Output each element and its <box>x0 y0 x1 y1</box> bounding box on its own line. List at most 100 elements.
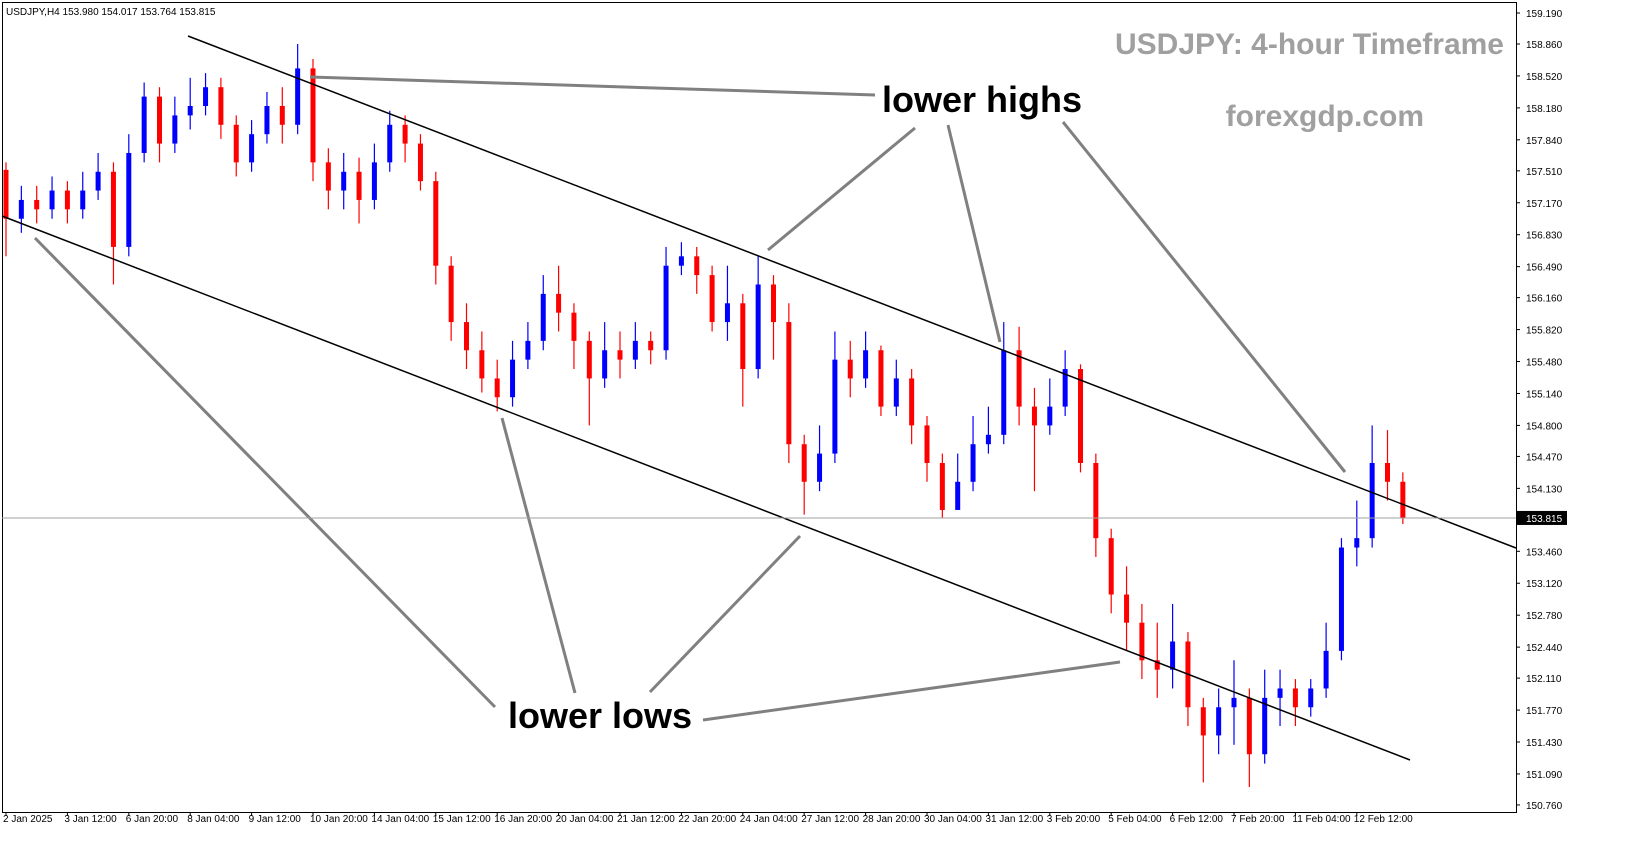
candle-body <box>632 340 638 360</box>
candle-body <box>295 68 301 125</box>
candle-body <box>1154 660 1160 670</box>
candle-body <box>325 162 331 191</box>
candle-body <box>1001 350 1007 435</box>
candle-body <box>1078 369 1083 463</box>
candle-body <box>233 124 239 163</box>
candle-body <box>1369 462 1375 539</box>
candle-body <box>893 378 899 407</box>
candle-body <box>909 378 915 426</box>
candle-body <box>157 96 162 144</box>
candle-body <box>1139 622 1145 661</box>
candle-body <box>985 434 991 445</box>
y-tick-label: 159.190 <box>1526 9 1563 20</box>
candle-body <box>1354 538 1360 548</box>
last-price-label: 153.815 <box>1526 514 1563 525</box>
lower-trend-line <box>1 215 1411 761</box>
candle-body <box>755 284 761 370</box>
chart-title: USDJPY: 4-hour Timeframe <box>1115 28 1504 61</box>
annotation: lower lows <box>508 695 692 736</box>
candle-body <box>80 190 86 210</box>
candle-body <box>356 171 362 200</box>
x-tick-label: 12 Feb 12:00 <box>1354 814 1413 825</box>
x-tick-label: 11 Feb 04:00 <box>1292 814 1351 825</box>
x-tick-label: 2 Jan 2025 <box>3 814 53 825</box>
candle-body <box>1200 707 1206 736</box>
candle-body <box>1323 650 1329 689</box>
candle-body <box>218 87 224 125</box>
y-tick-label: 158.180 <box>1526 104 1563 115</box>
x-tick-label: 7 Feb 20:00 <box>1231 814 1285 825</box>
y-tick-label: 155.820 <box>1526 326 1563 337</box>
x-tick-label: 6 Jan 20:00 <box>126 814 179 825</box>
x-tick-label: 22 Jan 20:00 <box>678 814 736 825</box>
candle-body <box>1062 369 1068 407</box>
candle-body <box>49 190 55 210</box>
candle-body <box>464 322 469 351</box>
candle-body <box>1231 697 1237 708</box>
candle-body <box>1216 707 1222 736</box>
candle-body <box>617 350 623 360</box>
candle-body <box>1170 641 1176 670</box>
candle-body <box>847 359 853 379</box>
x-tick-label: 6 Feb 12:00 <box>1170 814 1224 825</box>
candle-body <box>1093 462 1099 539</box>
candle-body <box>341 171 347 191</box>
candle-body <box>970 444 976 482</box>
candle-body <box>648 340 654 351</box>
candle-body <box>863 350 869 379</box>
candle-body <box>279 105 285 125</box>
candle-body <box>924 425 930 463</box>
x-tick-label: 30 Jan 04:00 <box>924 814 982 825</box>
candle-body <box>663 265 669 351</box>
y-tick-label: 154.470 <box>1526 452 1563 463</box>
pointer <box>946 124 1002 343</box>
candle-body <box>203 87 209 106</box>
y-tick-label: 151.090 <box>1526 770 1563 781</box>
candle-body <box>540 293 546 341</box>
x-tick-label: 8 Jan 04:00 <box>187 814 240 825</box>
candle-body <box>64 190 70 210</box>
candle-body <box>1016 350 1022 407</box>
candle-body <box>34 199 40 210</box>
x-tick-label: 28 Jan 20:00 <box>863 814 921 825</box>
candle-body <box>878 350 884 407</box>
y-tick-label: 156.160 <box>1526 294 1563 305</box>
candle-body <box>525 340 531 360</box>
candle-body <box>510 359 516 398</box>
candle-body <box>249 134 255 163</box>
candle-body <box>448 265 454 323</box>
candle-body <box>678 256 684 266</box>
pointer <box>702 660 1121 722</box>
y-tick-label: 152.440 <box>1526 643 1563 654</box>
candles <box>3 43 1406 788</box>
y-tick-label: 151.770 <box>1526 706 1563 717</box>
annotation: lower highs <box>882 79 1082 120</box>
y-tick-label: 155.480 <box>1526 358 1563 369</box>
candle-body <box>387 124 393 163</box>
candle-body <box>95 171 101 191</box>
y-tick-label: 153.120 <box>1526 579 1563 590</box>
y-tick-label: 157.510 <box>1526 167 1563 178</box>
candle-body <box>141 96 147 153</box>
candle-body <box>817 453 823 482</box>
x-tick-label: 3 Jan 12:00 <box>64 814 117 825</box>
y-tick-label: 150.760 <box>1526 801 1563 812</box>
candle-body <box>1385 462 1390 482</box>
candle-body <box>402 124 408 144</box>
candle-body <box>18 199 24 219</box>
x-tick-label: 9 Jan 12:00 <box>249 814 302 825</box>
x-tick-label: 14 Jan 04:00 <box>371 814 429 825</box>
candle-body <box>3 169 9 219</box>
upper-trend-line <box>187 35 1517 549</box>
candle-body <box>110 171 116 247</box>
candle-body <box>1292 688 1298 708</box>
candle-body <box>264 105 270 135</box>
candle-body <box>939 462 945 510</box>
pointer <box>500 417 577 694</box>
candle-body <box>709 275 715 323</box>
chart-subtitle: forexgdp.com <box>1226 100 1424 133</box>
y-tick-label: 153.460 <box>1526 547 1563 558</box>
candle-body <box>832 359 838 454</box>
pointer <box>33 236 497 709</box>
candle-body <box>1047 406 1053 426</box>
